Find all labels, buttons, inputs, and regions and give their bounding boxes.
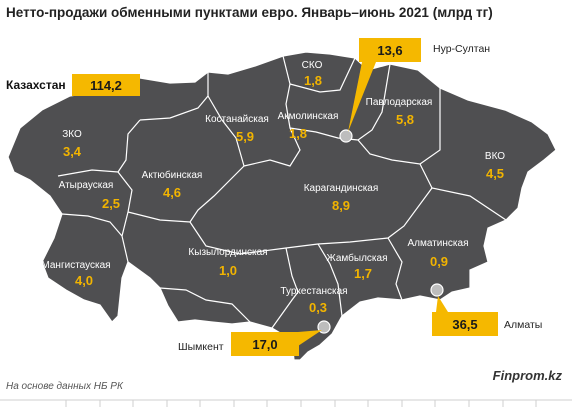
region-value-kyzylorda: 1,0 [218, 263, 238, 278]
region-name-kyzylorda: Кызылординская [188, 247, 268, 258]
region-value-zhambyl: 1,7 [353, 266, 373, 281]
region-borders [57, 55, 507, 329]
region-value-vko: 4,5 [485, 166, 505, 181]
almaty-badge: 36,5 [432, 312, 498, 336]
source-note: На основе данных НБ РК [6, 381, 123, 392]
shymkent-pointer [298, 330, 322, 346]
region-value-aktobe: 4,6 [162, 185, 182, 200]
almaty-label: Алматы [504, 319, 543, 331]
region-name-zhambyl: Жамбылская [326, 253, 388, 264]
almaty-pointer [436, 296, 448, 312]
region-value-turkestan: 0,3 [308, 300, 328, 315]
region-value-karaganda: 8,9 [331, 198, 351, 213]
nur-sultan-badge: 13,6 [359, 38, 421, 62]
shymkent-label: Шымкент [178, 341, 224, 353]
region-name-sko: СКО [301, 60, 323, 71]
region-name-aktobe: Актюбинская [141, 170, 203, 181]
almaty-marker [430, 283, 444, 297]
nur-sultan-pointer [348, 62, 376, 132]
shymkent-marker [317, 320, 331, 334]
map-title: Нетто-продажи обменными пунктами евро. Я… [6, 5, 493, 20]
region-name-akmola: Акмолинская [277, 111, 339, 122]
ruler-ticks [0, 399, 572, 407]
region-name-vko: ВКО [484, 151, 506, 162]
country-label: Казахстан [6, 78, 66, 92]
country-total-badge: 114,2 [72, 74, 140, 96]
region-value-sko: 1,8 [303, 73, 323, 88]
region-name-almaty-obl: Алматинская [407, 238, 469, 249]
region-value-atyrau: 2,5 [101, 196, 121, 211]
region-value-almaty-obl: 0,9 [429, 254, 449, 269]
region-name-pavlodar: Павлодарская [365, 97, 433, 108]
brand-logo: Finprom.kz [492, 368, 562, 383]
region-name-zko: ЗКО [62, 129, 82, 140]
region-value-zko: 3,4 [62, 144, 82, 159]
shymkent-badge: 17,0 [231, 332, 299, 356]
region-name-mangystau: Мангистауская [41, 260, 111, 271]
region-value-kostanay: 5,9 [235, 129, 255, 144]
region-value-pavlodar: 5,8 [395, 112, 415, 127]
region-name-atyrau: Атырауская [58, 180, 114, 191]
nur-sultan-marker [339, 129, 353, 143]
region-value-akmola: 1,8 [288, 126, 308, 141]
region-name-kostanay: Костанайская [205, 114, 269, 125]
nur-sultan-label: Нур-Султан [433, 43, 491, 55]
region-value-mangystau: 4,0 [74, 273, 94, 288]
region-name-turkestan: Туркестанская [280, 286, 348, 297]
region-name-karaganda: Карагандинская [303, 183, 379, 194]
